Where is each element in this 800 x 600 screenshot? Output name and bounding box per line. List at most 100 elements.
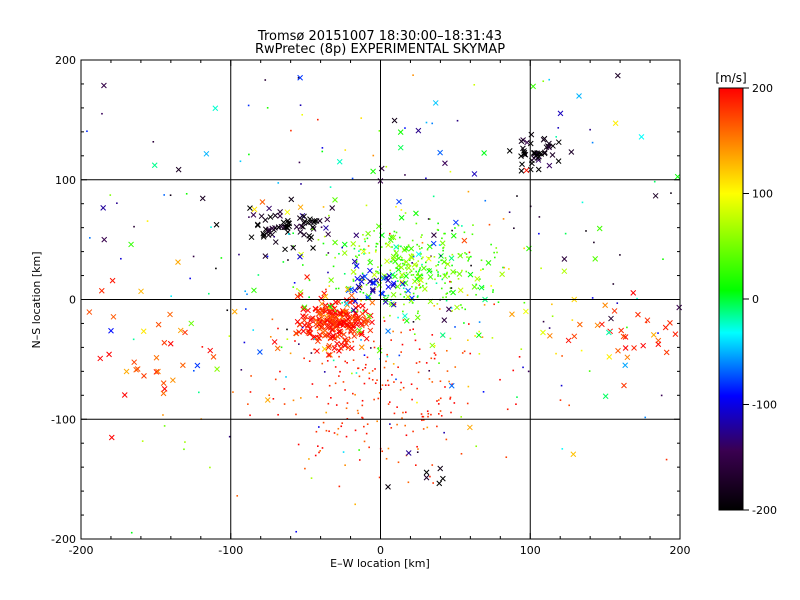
data-point-dot bbox=[478, 321, 481, 323]
data-point-cross bbox=[140, 328, 147, 335]
scatter-points bbox=[86, 72, 683, 534]
data-point-dot bbox=[411, 285, 413, 288]
data-point-dot bbox=[513, 227, 515, 230]
data-point-cross bbox=[100, 204, 107, 211]
data-point-cross bbox=[258, 213, 265, 220]
data-point-dot bbox=[430, 357, 433, 360]
data-point-cross bbox=[385, 328, 391, 334]
data-point-dot bbox=[518, 356, 521, 358]
data-point-dot bbox=[330, 397, 332, 399]
data-point-dot bbox=[430, 413, 432, 416]
data-point-cross bbox=[334, 333, 341, 340]
data-point-cross bbox=[399, 281, 406, 287]
data-point-cross bbox=[324, 216, 331, 223]
data-point-dot bbox=[397, 316, 399, 319]
data-point-dot bbox=[357, 412, 360, 415]
data-point-dot bbox=[444, 257, 447, 259]
data-point-cross bbox=[527, 166, 534, 173]
data-point-dot bbox=[418, 245, 420, 248]
data-point-dot bbox=[454, 326, 456, 328]
data-point-dot bbox=[264, 79, 267, 81]
data-point-cross bbox=[442, 273, 448, 280]
data-point-dot bbox=[170, 295, 173, 298]
data-point-cross bbox=[260, 234, 267, 240]
data-point-cross bbox=[338, 341, 345, 348]
data-point-cross bbox=[297, 292, 304, 298]
data-point-cross bbox=[106, 351, 112, 358]
data-point-dot bbox=[354, 429, 357, 432]
data-point-dot bbox=[385, 360, 387, 363]
data-point-dot bbox=[481, 336, 484, 338]
data-point-dot bbox=[277, 327, 279, 330]
data-point-cross bbox=[362, 308, 369, 315]
colorbar bbox=[718, 87, 744, 511]
data-point-cross bbox=[278, 223, 285, 230]
data-point-dot bbox=[380, 388, 382, 390]
data-point-cross bbox=[358, 331, 365, 338]
data-point-cross bbox=[214, 366, 220, 373]
data-point-dot bbox=[435, 282, 438, 285]
data-point-dot bbox=[460, 304, 462, 306]
data-point-dot bbox=[248, 153, 250, 156]
data-point-cross bbox=[546, 140, 552, 147]
data-point-dot bbox=[461, 306, 463, 309]
data-point-dot bbox=[445, 293, 448, 295]
data-point-dot bbox=[244, 290, 247, 293]
data-point-dot bbox=[295, 413, 297, 416]
data-point-cross bbox=[336, 328, 342, 335]
data-point-cross bbox=[385, 277, 391, 284]
data-point-dot bbox=[520, 348, 523, 350]
data-point-dot bbox=[358, 375, 361, 378]
data-point-cross bbox=[213, 221, 220, 228]
x-axis-label: E–W location [km] bbox=[330, 557, 430, 570]
data-point-dot bbox=[423, 419, 425, 421]
data-point-dot bbox=[384, 242, 387, 245]
data-point-dot bbox=[247, 104, 250, 107]
data-point-dot bbox=[411, 262, 413, 264]
data-point-cross bbox=[322, 308, 329, 315]
data-point-dot bbox=[228, 435, 231, 438]
data-point-cross bbox=[324, 317, 330, 324]
data-point-cross bbox=[326, 319, 333, 325]
data-point-cross bbox=[676, 304, 683, 311]
data-point-dot bbox=[365, 296, 368, 299]
data-point-dot bbox=[612, 283, 615, 285]
data-point-dot bbox=[467, 190, 470, 193]
data-point-cross bbox=[403, 273, 409, 279]
data-point-dot bbox=[292, 286, 295, 288]
data-point-dot bbox=[341, 246, 344, 249]
data-point-dot bbox=[410, 383, 413, 386]
data-point-dot bbox=[315, 337, 317, 340]
data-point-dot bbox=[411, 302, 414, 304]
data-point-dot bbox=[327, 271, 329, 274]
data-point-dot bbox=[419, 267, 421, 269]
data-point-cross bbox=[319, 300, 325, 307]
data-point-dot bbox=[512, 369, 515, 372]
data-point-dot bbox=[551, 303, 553, 306]
data-point-dot bbox=[373, 340, 375, 343]
data-point-dot bbox=[449, 337, 452, 340]
data-point-dot bbox=[397, 461, 400, 464]
data-point-dot bbox=[328, 285, 331, 287]
data-point-cross bbox=[535, 166, 542, 173]
data-point-dot bbox=[376, 243, 379, 245]
data-point-dot bbox=[428, 378, 431, 380]
data-point-cross bbox=[467, 424, 473, 431]
data-point-dot bbox=[301, 113, 304, 116]
data-point-cross bbox=[231, 308, 238, 315]
data-point-cross bbox=[397, 129, 404, 135]
data-point-cross bbox=[605, 329, 612, 336]
data-point-dot bbox=[406, 264, 408, 266]
data-point-dot bbox=[344, 464, 346, 467]
data-point-dot bbox=[198, 391, 200, 394]
data-point-dot bbox=[363, 440, 366, 443]
data-point-dot bbox=[451, 264, 453, 267]
data-point-cross bbox=[499, 271, 505, 278]
data-point-cross bbox=[306, 233, 313, 239]
data-point-cross bbox=[622, 334, 629, 340]
data-point-dot bbox=[391, 246, 393, 248]
data-point-dot bbox=[298, 343, 300, 345]
data-point-dot bbox=[375, 270, 377, 273]
data-point-dot bbox=[463, 322, 465, 324]
data-point-cross bbox=[371, 271, 378, 278]
